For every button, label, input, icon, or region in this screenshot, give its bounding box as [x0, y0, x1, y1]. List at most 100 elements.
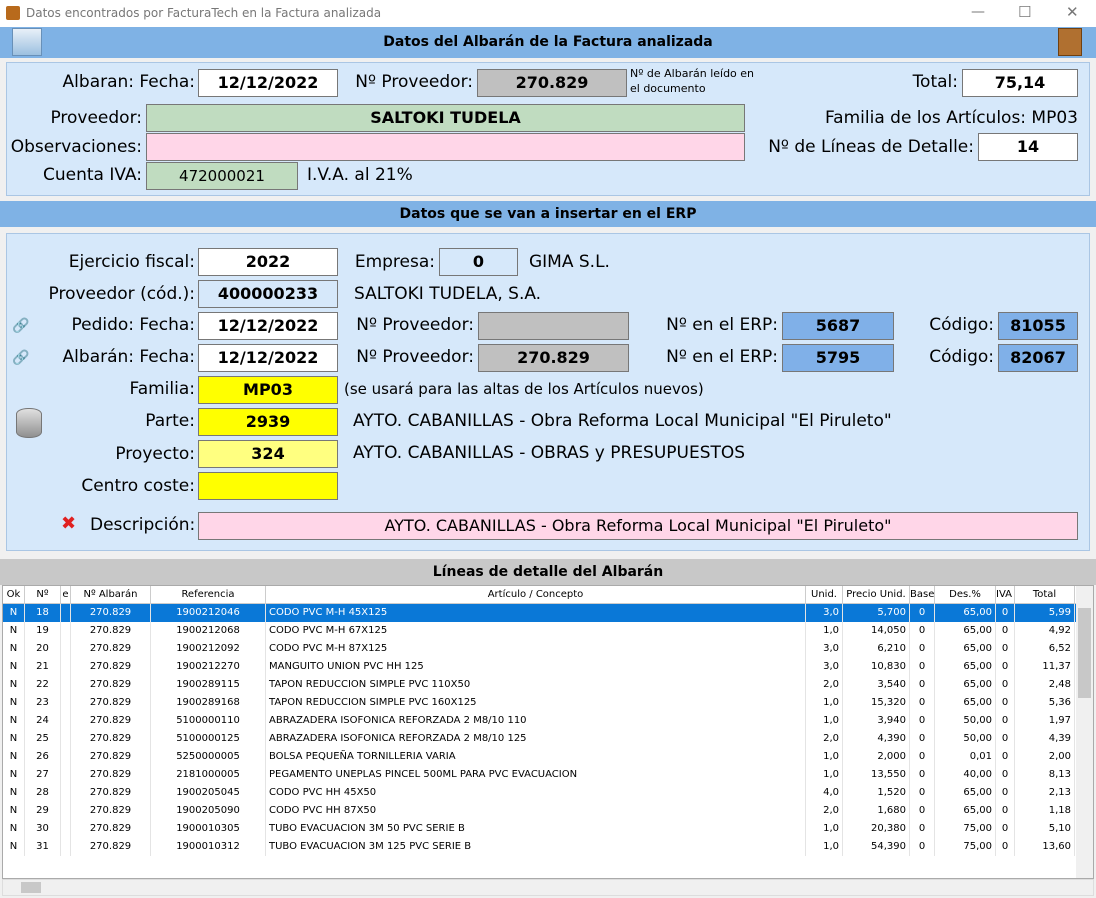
- erp-panel: [6, 233, 1090, 551]
- table-row[interactable]: N 21 270.829 1900212270 MANGUITO UNION PVC H…: [3, 658, 1093, 676]
- table-cell: [61, 604, 71, 622]
- albaran-erp-field[interactable]: 5795: [782, 344, 894, 372]
- window-title: Datos encontrados por FacturaTech en la …: [26, 6, 382, 20]
- table-cell: 270.829: [71, 604, 151, 622]
- spreadsheet-icon[interactable]: [12, 28, 42, 56]
- column-header[interactable]: Referencia: [151, 586, 266, 603]
- label: Observaciones:: [10, 137, 142, 157]
- table-cell: 27: [25, 766, 61, 784]
- proveedor-num-field[interactable]: 270.829: [477, 69, 627, 97]
- pedido-fecha-field[interactable]: 12/12/2022: [198, 312, 338, 340]
- table-cell: N: [3, 694, 25, 712]
- pedido-prov-field[interactable]: [478, 312, 629, 340]
- centro-coste-field[interactable]: [198, 472, 338, 500]
- table-row[interactable]: N 31 270.829 1900010312 TUBO EVACUACION 3M 1…: [3, 838, 1093, 856]
- table-row[interactable]: N 22 270.829 1900289115 TAPON REDUCCION SIMP…: [3, 676, 1093, 694]
- column-header[interactable]: Nº: [25, 586, 61, 603]
- table-cell: 0: [910, 820, 935, 838]
- table-cell: 24: [25, 712, 61, 730]
- table-row[interactable]: N 19 270.829 1900212068 CODO PVC M-H 67X125 1…: [3, 622, 1093, 640]
- column-header[interactable]: Artículo / Concepto: [266, 586, 806, 603]
- cuenta-iva-field[interactable]: 472000021: [146, 162, 298, 190]
- table-row[interactable]: N 26 270.829 5250000005 BOLSA PEQUEÑA TORNIL…: [3, 748, 1093, 766]
- table-row[interactable]: N 29 270.829 1900205090 CODO PVC HH 87X50 2,0…: [3, 802, 1093, 820]
- table-cell: 3,540: [843, 676, 910, 694]
- minimize-button[interactable]: —: [971, 4, 985, 20]
- table-row[interactable]: N 18 270.829 1900212046 CODO PVC M-H 45X125 3…: [3, 604, 1093, 622]
- table-cell: 0: [996, 712, 1015, 730]
- pedido-codigo-field[interactable]: 81055: [998, 312, 1078, 340]
- ejercicio-field[interactable]: 2022: [198, 248, 338, 276]
- database-icon[interactable]: [16, 408, 42, 438]
- table-row[interactable]: N 25 270.829 5100000125 ABRAZADERA ISOFONICA…: [3, 730, 1093, 748]
- table-cell: 0: [996, 802, 1015, 820]
- table-cell: 0: [996, 694, 1015, 712]
- parte-field[interactable]: 2939: [198, 408, 338, 436]
- maximize-button[interactable]: ☐: [1018, 3, 1032, 21]
- table-cell: 2181000005: [151, 766, 266, 784]
- table-cell: 0,01: [935, 748, 996, 766]
- albaran-prov-field[interactable]: 270.829: [478, 344, 629, 372]
- albaran-fecha-field[interactable]: 12/12/2022: [198, 69, 338, 97]
- table-row[interactable]: N 24 270.829 5100000110 ABRAZADERA ISOFONICA…: [3, 712, 1093, 730]
- column-header[interactable]: Des.%: [935, 586, 996, 603]
- table-cell: 65,00: [935, 694, 996, 712]
- descripcion-field[interactable]: AYTO. CABANILLAS - Obra Reforma Local Mu…: [198, 512, 1078, 540]
- table-cell: 3,0: [806, 640, 843, 658]
- table-cell: 5100000110: [151, 712, 266, 730]
- table-cell: 50,00: [935, 730, 996, 748]
- proyecto-field[interactable]: 324: [198, 440, 338, 468]
- observaciones-field[interactable]: [146, 133, 745, 161]
- pedido-erp-field[interactable]: 5687: [782, 312, 894, 340]
- table-row[interactable]: N 27 270.829 2181000005 PEGAMENTO UNEPLAS PI…: [3, 766, 1093, 784]
- lineas-field[interactable]: 14: [978, 133, 1078, 161]
- parte-name: AYTO. CABANILLAS - Obra Reforma Local Mu…: [353, 411, 892, 431]
- proveedor-field[interactable]: SALTOKI TUDELA: [146, 104, 745, 132]
- proveedor-cod-field[interactable]: 400000233: [198, 280, 338, 308]
- column-header[interactable]: Precio Unid.: [843, 586, 910, 603]
- table-cell: 3,0: [806, 658, 843, 676]
- table-row[interactable]: N 20 270.829 1900212092 CODO PVC M-H 87X125 3…: [3, 640, 1093, 658]
- table-row[interactable]: N 28 270.829 1900205045 CODO PVC HH 45X50 4,0…: [3, 784, 1093, 802]
- table-row[interactable]: N 30 270.829 1900010305 TUBO EVACUACION 3M 5…: [3, 820, 1093, 838]
- albaran-codigo-field[interactable]: 82067: [998, 344, 1078, 372]
- table-cell: 0: [910, 712, 935, 730]
- table-cell: 270.829: [71, 748, 151, 766]
- empresa-field[interactable]: 0: [439, 248, 518, 276]
- table-cell: 65,00: [935, 658, 996, 676]
- familia-field[interactable]: MP03: [198, 376, 338, 404]
- column-header[interactable]: IVA %: [996, 586, 1015, 603]
- delete-icon[interactable]: ✖: [61, 513, 77, 534]
- table-cell: N: [3, 748, 25, 766]
- label: Ejercicio fiscal:: [68, 252, 195, 272]
- table-cell: 1900212046: [151, 604, 266, 622]
- table-cell: 0: [910, 748, 935, 766]
- close-button[interactable]: ✕: [1066, 3, 1079, 21]
- total-field[interactable]: 75,14: [962, 69, 1078, 97]
- table-cell: N: [3, 712, 25, 730]
- table-cell: [61, 676, 71, 694]
- table-cell: 13,60: [1015, 838, 1075, 856]
- table-cell: 1,0: [806, 748, 843, 766]
- table-row[interactable]: N 23 270.829 1900289168 TAPON REDUCCION SIMP…: [3, 694, 1093, 712]
- table-cell: CODO PVC M-H 67X125: [266, 622, 806, 640]
- link-icon[interactable]: 🔗: [12, 318, 30, 334]
- vertical-scrollbar[interactable]: [1076, 586, 1093, 878]
- column-header[interactable]: Unid.: [806, 586, 843, 603]
- column-header[interactable]: Base: [910, 586, 935, 603]
- table-cell: 270.829: [71, 784, 151, 802]
- table-cell: [61, 748, 71, 766]
- column-header[interactable]: Nº Albarán: [71, 586, 151, 603]
- exit-door-icon[interactable]: [1058, 28, 1082, 56]
- link-icon[interactable]: 🔗: [12, 350, 30, 366]
- label: Nº en el ERP:: [666, 315, 778, 335]
- column-header[interactable]: Ok: [3, 586, 25, 603]
- table-cell: [61, 658, 71, 676]
- column-header[interactable]: e: [61, 586, 71, 603]
- albaran-fecha-erp-field[interactable]: 12/12/2022: [198, 344, 338, 372]
- table-cell: 31: [25, 838, 61, 856]
- horizontal-scrollbar[interactable]: [2, 879, 1094, 896]
- table-cell: 270.829: [71, 694, 151, 712]
- table-cell: TUBO EVACUACION 3M 50 PVC SERIE B: [266, 820, 806, 838]
- column-header[interactable]: Total: [1015, 586, 1075, 603]
